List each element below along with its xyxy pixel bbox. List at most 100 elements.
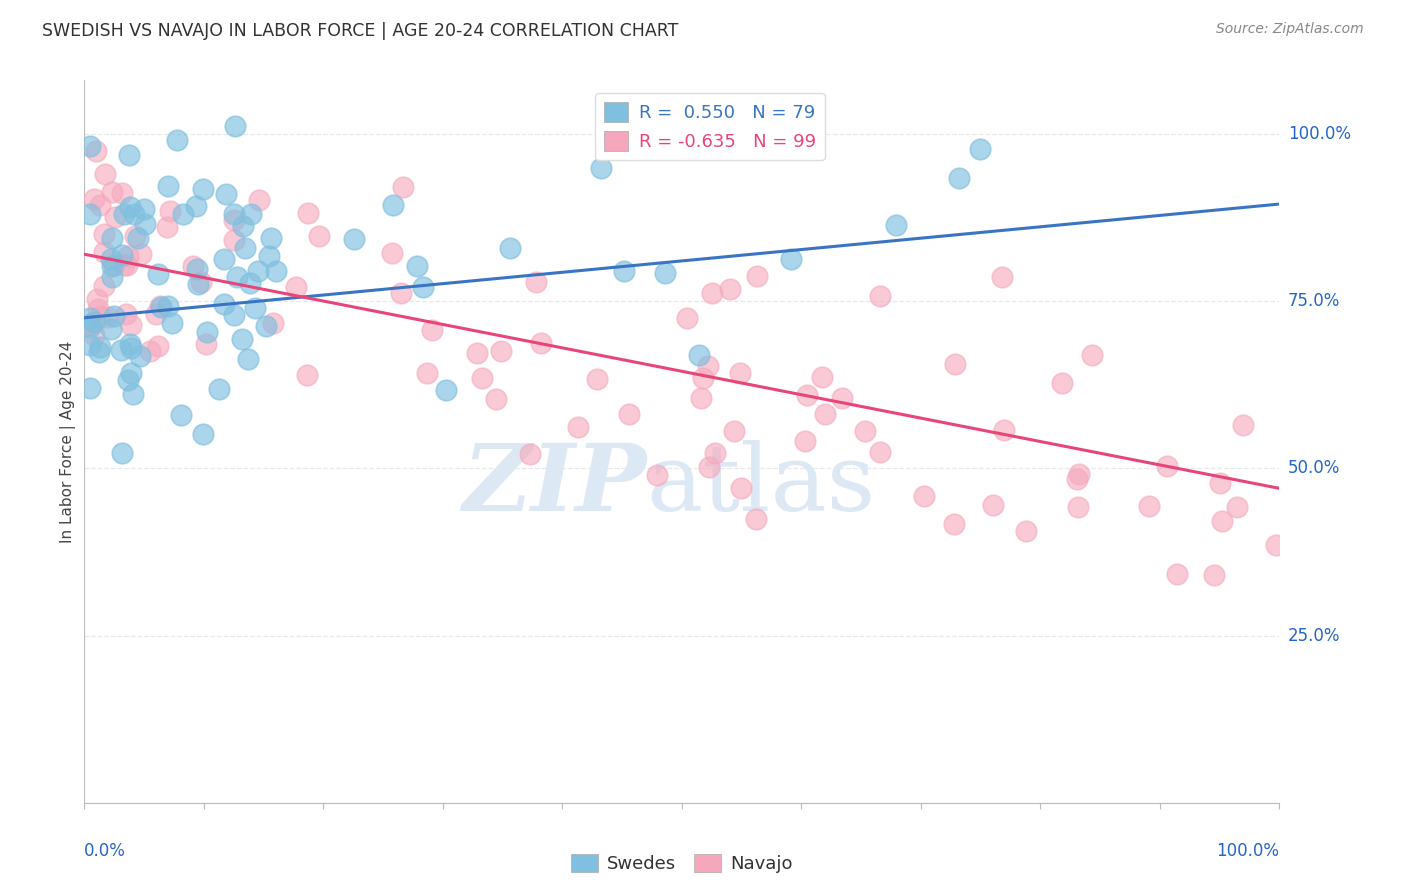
Point xyxy=(645,467,668,482)
Point xyxy=(297,206,319,220)
Point xyxy=(117,373,139,387)
Point xyxy=(723,424,745,438)
Point xyxy=(146,268,169,282)
Point xyxy=(884,218,907,232)
Point xyxy=(254,318,277,333)
Text: Source: ZipAtlas.com: Source: ZipAtlas.com xyxy=(1216,22,1364,37)
Point xyxy=(942,517,965,532)
Point xyxy=(93,244,115,259)
Point xyxy=(79,207,101,221)
Point xyxy=(89,309,111,323)
Point xyxy=(100,269,122,284)
Point xyxy=(145,307,167,321)
Point xyxy=(166,133,188,147)
Point xyxy=(233,241,256,255)
Point xyxy=(589,161,612,175)
Point xyxy=(159,203,181,218)
Text: 100.0%: 100.0% xyxy=(1288,125,1351,143)
Point xyxy=(97,310,120,324)
Point xyxy=(257,249,280,263)
Point xyxy=(416,366,439,380)
Point xyxy=(1156,458,1178,473)
Point xyxy=(993,424,1015,438)
Point xyxy=(103,258,125,272)
Text: SWEDISH VS NAVAJO IN LABOR FORCE | AGE 20-24 CORRELATION CHART: SWEDISH VS NAVAJO IN LABOR FORCE | AGE 2… xyxy=(42,22,679,40)
Point xyxy=(796,388,818,402)
Point xyxy=(79,139,101,153)
Point xyxy=(83,192,105,206)
Point xyxy=(471,371,494,385)
Point xyxy=(465,346,488,360)
Point xyxy=(138,344,160,359)
Legend: Swedes, Navajo: Swedes, Navajo xyxy=(564,847,800,880)
Point xyxy=(170,408,193,422)
Point xyxy=(519,447,541,461)
Point xyxy=(124,229,146,244)
Text: 25.0%: 25.0% xyxy=(1288,626,1340,645)
Point xyxy=(208,382,231,396)
Point xyxy=(869,445,891,459)
Point xyxy=(212,252,235,266)
Point xyxy=(703,446,725,460)
Point xyxy=(1202,567,1225,582)
Point xyxy=(84,145,107,159)
Point xyxy=(172,207,194,221)
Point xyxy=(117,249,139,263)
Point xyxy=(243,301,266,315)
Point xyxy=(112,207,135,221)
Point xyxy=(120,367,142,381)
Point xyxy=(224,120,246,134)
Point xyxy=(613,263,636,277)
Point xyxy=(530,335,553,350)
Point xyxy=(191,427,214,442)
Point xyxy=(981,498,1004,512)
Point xyxy=(948,171,970,186)
Point xyxy=(869,288,891,302)
Point xyxy=(586,372,609,386)
Point xyxy=(100,252,122,266)
Point xyxy=(831,391,853,405)
Point xyxy=(730,481,752,495)
Point xyxy=(485,392,508,407)
Point xyxy=(101,230,124,244)
Point xyxy=(190,275,212,289)
Point xyxy=(262,316,284,330)
Text: ZIP: ZIP xyxy=(461,440,647,530)
Point xyxy=(1050,376,1073,391)
Point xyxy=(120,341,142,355)
Point xyxy=(814,407,837,421)
Point xyxy=(284,280,307,294)
Point xyxy=(1067,467,1090,481)
Point xyxy=(118,147,141,161)
Point xyxy=(238,352,260,367)
Point xyxy=(1014,524,1036,538)
Point xyxy=(654,266,676,280)
Point xyxy=(617,407,640,421)
Text: 0.0%: 0.0% xyxy=(84,842,127,860)
Point xyxy=(186,262,208,277)
Point xyxy=(697,359,720,373)
Point xyxy=(184,199,207,213)
Point xyxy=(79,310,101,325)
Point xyxy=(83,328,105,343)
Point xyxy=(1166,566,1188,581)
Point xyxy=(231,332,253,346)
Point xyxy=(295,368,318,382)
Point xyxy=(195,325,218,339)
Point xyxy=(162,316,184,330)
Text: 100.0%: 100.0% xyxy=(1216,842,1279,860)
Point xyxy=(193,182,215,196)
Point xyxy=(122,387,145,401)
Point xyxy=(1211,514,1233,528)
Point xyxy=(499,241,522,255)
Point xyxy=(1264,537,1286,551)
Point xyxy=(111,186,134,200)
Point xyxy=(104,210,127,224)
Point xyxy=(381,197,404,211)
Point xyxy=(103,309,125,323)
Point xyxy=(718,282,741,296)
Point xyxy=(87,302,110,317)
Text: 75.0%: 75.0% xyxy=(1288,292,1340,310)
Point xyxy=(779,252,801,267)
Point xyxy=(120,318,142,332)
